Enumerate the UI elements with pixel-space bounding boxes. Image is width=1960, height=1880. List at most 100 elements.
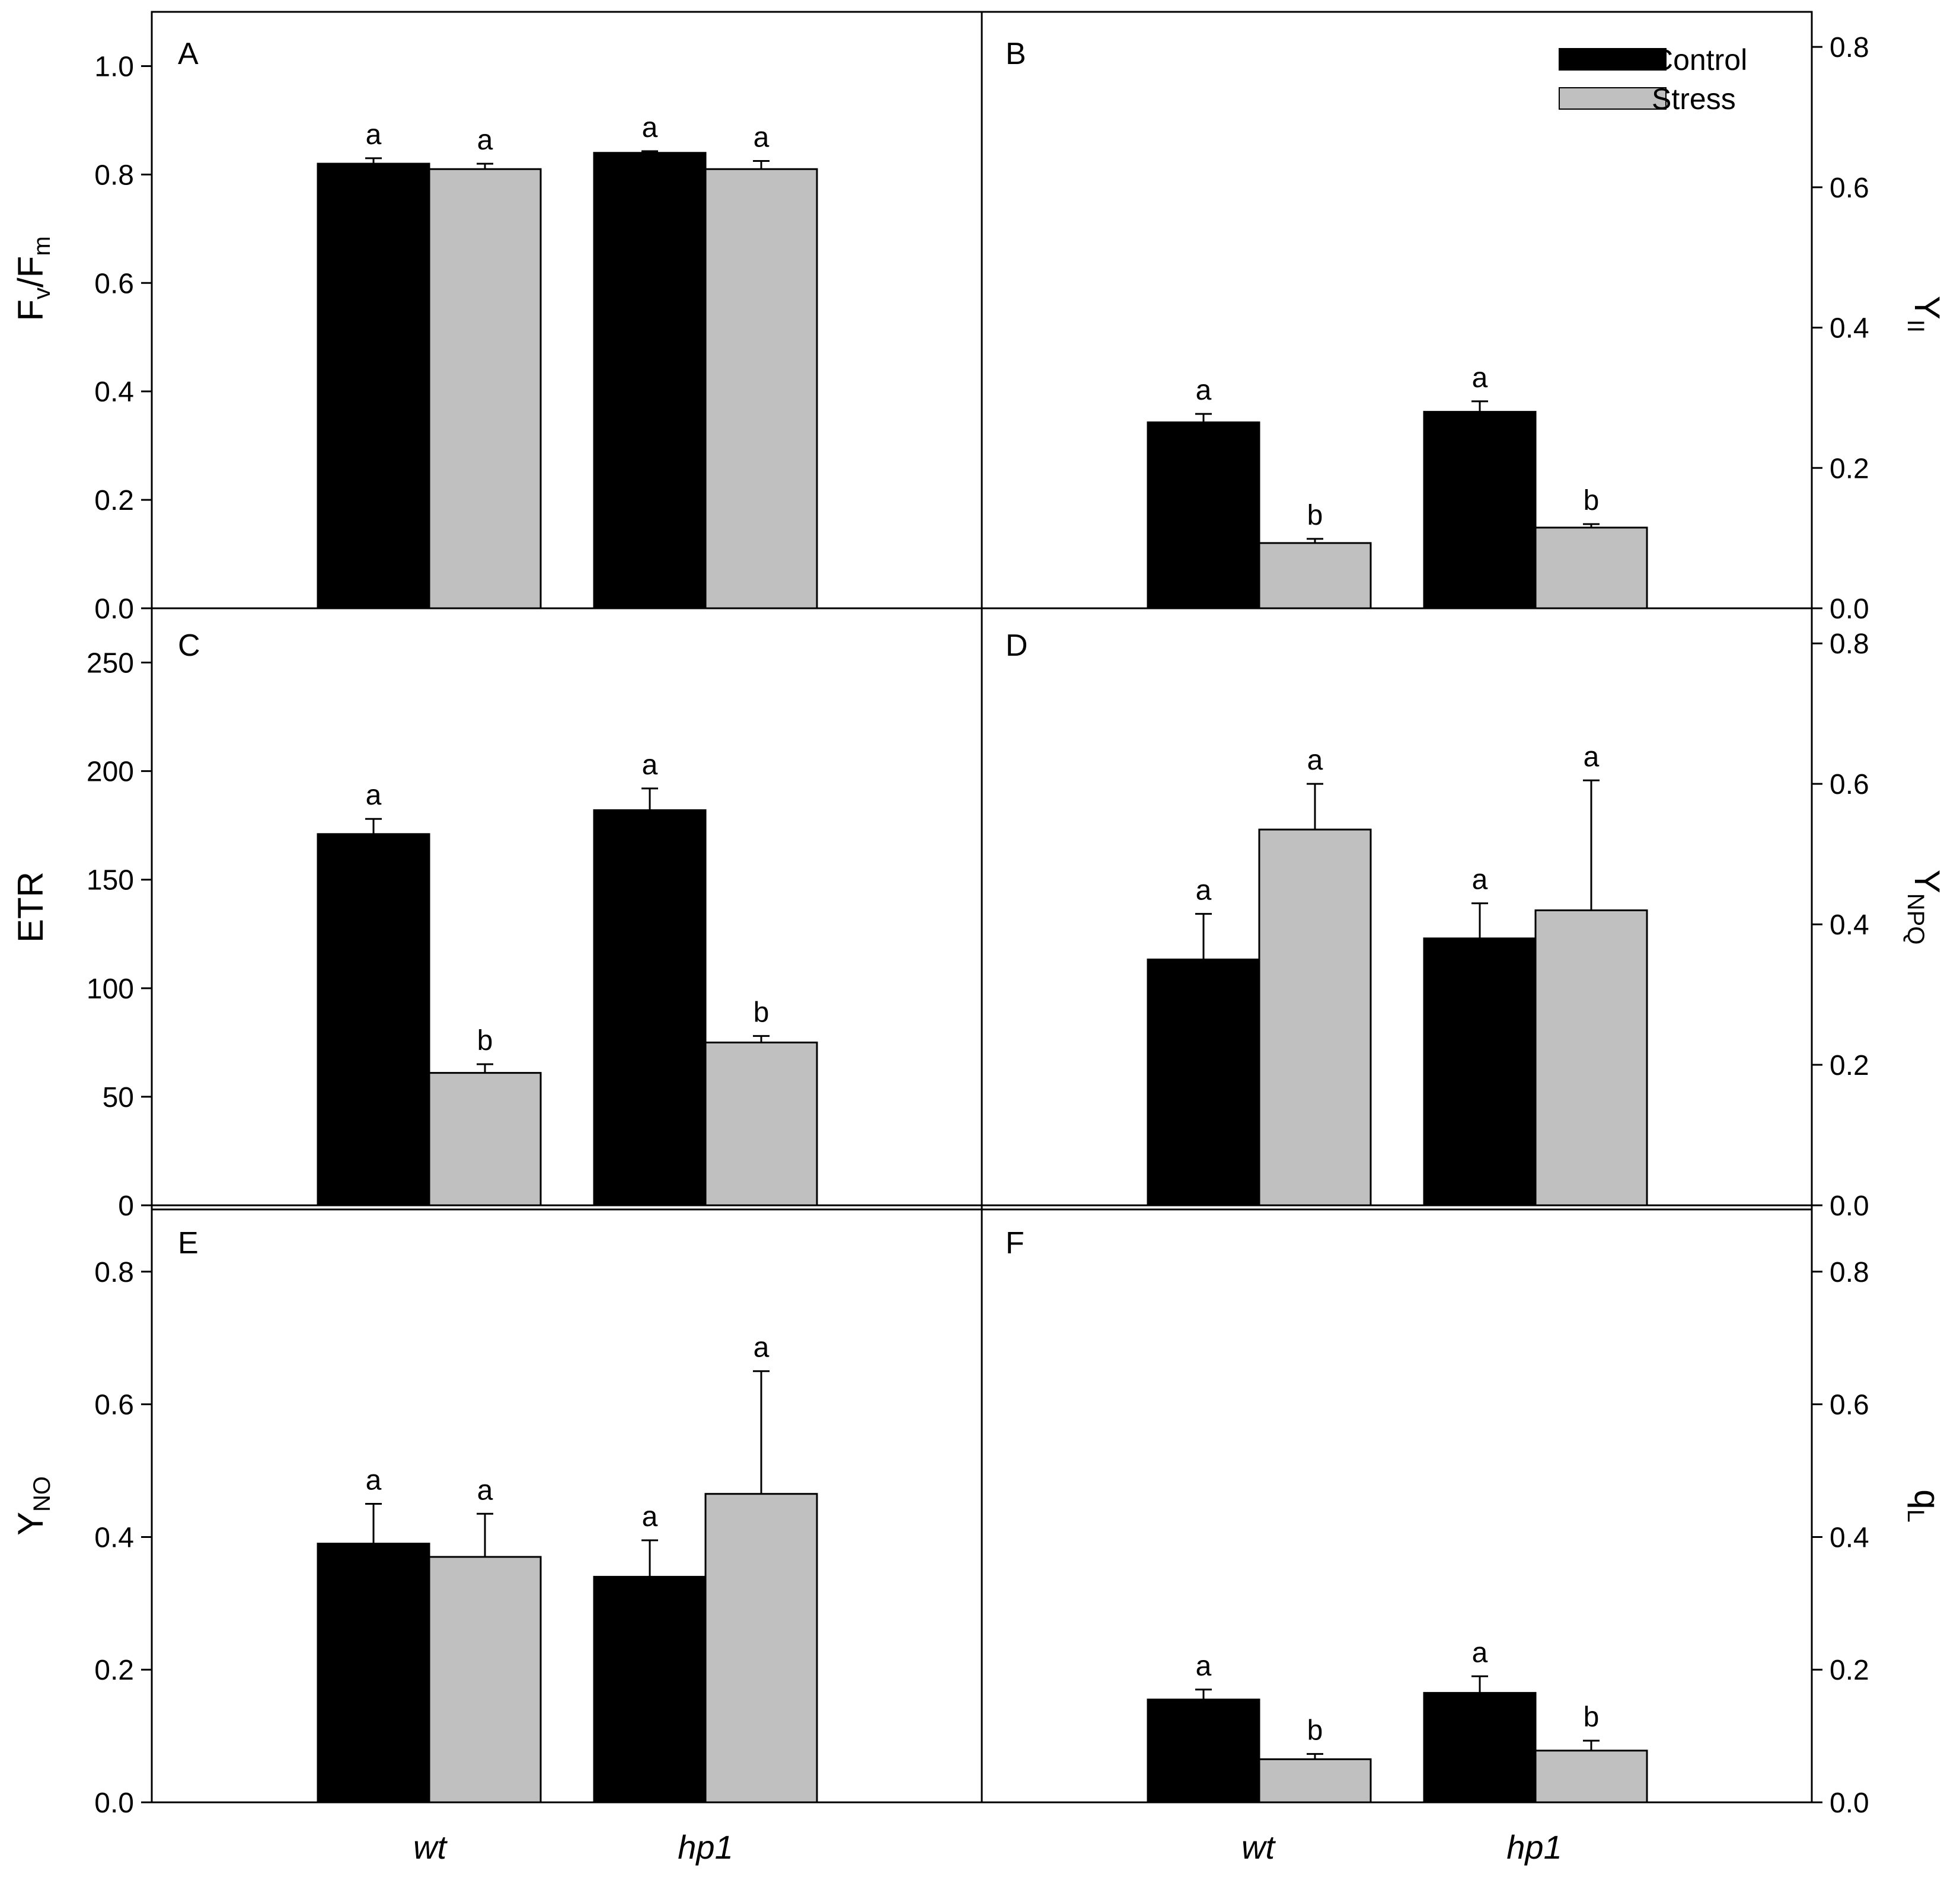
y-tick-label-a-5: 1.0	[94, 51, 134, 82]
sig-letter-a-wt-stress: a	[477, 125, 493, 156]
bar-a-wt-stress	[428, 168, 542, 609]
y-tick-label-e-0: 0.0	[94, 1788, 134, 1819]
bar-b-hp1-stress	[1534, 526, 1648, 609]
sig-letter-a-hp1-stress: a	[754, 122, 770, 154]
y-tick-label-c-0: 0	[118, 1190, 134, 1222]
y-tick-label-e-2: 0.4	[94, 1522, 134, 1553]
bar-b-wt-control	[1147, 421, 1260, 609]
panel-letter-a: A	[178, 37, 199, 71]
bar-a-hp1-stress	[704, 168, 818, 609]
y-tick-label-f-1: 0.2	[1830, 1655, 1869, 1686]
bar-e-wt-control	[317, 1543, 430, 1804]
bar-e-hp1-control	[593, 1576, 707, 1804]
bar-f-wt-control	[1147, 1699, 1260, 1804]
plot-layer: 0.0 0.2 0.4 0.6 0.8 1.0 a a a a 0.0 0.2 0.4 0.6 0.8 a b a…	[87, 32, 1869, 1819]
y-tick-label-e-3: 0.6	[94, 1390, 134, 1421]
y-axis-title-e: YNO	[11, 1476, 55, 1536]
y-tick-label-a-3: 0.6	[94, 268, 134, 299]
y-axis-title-b: YII	[1902, 296, 1947, 333]
sig-letter-c-hp1-control: a	[642, 749, 658, 781]
panel-letter-b: B	[1005, 37, 1026, 71]
sig-letter-d-wt-stress: a	[1307, 745, 1323, 776]
sig-letter-f-wt-control: a	[1196, 1651, 1212, 1682]
bar-f-wt-stress	[1258, 1758, 1372, 1804]
y-tick-label-b-2: 0.4	[1830, 313, 1869, 344]
legend-label-control: Control	[1652, 43, 1747, 76]
y-axis-title-a: Fv/Fm	[11, 236, 55, 321]
sig-letter-c-wt-stress: b	[477, 1025, 493, 1056]
bar-b-hp1-control	[1423, 411, 1537, 609]
bar-c-hp1-stress	[704, 1041, 818, 1206]
bar-d-wt-stress	[1258, 828, 1372, 1206]
y-tick-label-b-4: 0.8	[1830, 32, 1869, 63]
panel-letter-f: F	[1005, 1226, 1024, 1260]
bar-b-wt-stress	[1258, 542, 1372, 609]
y-tick-label-b-0: 0.0	[1830, 593, 1869, 625]
sig-letter-c-hp1-stress: b	[754, 997, 770, 1028]
sig-letter-f-hp1-stress: b	[1584, 1702, 1600, 1733]
sig-letter-b-wt-control: a	[1196, 375, 1212, 406]
bar-d-wt-control	[1147, 958, 1260, 1206]
x-label-right-wt: wt	[1241, 1828, 1276, 1866]
x-label-right-hp1: hp1	[1506, 1828, 1562, 1866]
sig-letter-e-wt-stress: a	[477, 1474, 493, 1506]
y-tick-label-b-1: 0.2	[1830, 453, 1869, 484]
y-tick-label-c-4: 200	[87, 757, 134, 788]
y-tick-label-c-1: 50	[103, 1082, 134, 1113]
bar-c-hp1-control	[593, 809, 707, 1206]
legend-label-stress: Stress	[1652, 82, 1736, 116]
sig-letter-f-wt-stress: b	[1307, 1715, 1323, 1746]
y-tick-label-b-3: 0.6	[1830, 173, 1869, 204]
bar-e-hp1-stress	[704, 1493, 818, 1804]
y-tick-label-e-4: 0.8	[94, 1257, 134, 1288]
sig-letter-d-wt-control: a	[1196, 874, 1212, 906]
y-tick-label-a-1: 0.2	[94, 485, 134, 516]
legend-swatch-control	[1559, 48, 1667, 71]
bar-d-hp1-control	[1423, 937, 1537, 1206]
panel-letter-d: D	[1005, 628, 1028, 663]
y-tick-label-d-0: 0.0	[1830, 1190, 1869, 1222]
y-tick-label-a-0: 0.0	[94, 593, 134, 625]
sig-letter-b-hp1-stress: b	[1584, 485, 1600, 516]
y-tick-label-d-2: 0.4	[1830, 909, 1869, 941]
bar-c-wt-control	[317, 833, 430, 1206]
y-tick-label-d-4: 0.8	[1830, 628, 1869, 660]
bar-a-hp1-control	[593, 152, 707, 609]
y-axis-title-f: qL	[1902, 1489, 1947, 1522]
sig-letter-a-wt-control: a	[366, 119, 382, 151]
bar-f-hp1-stress	[1534, 1750, 1648, 1804]
bar-e-wt-stress	[428, 1556, 542, 1804]
sig-letter-e-wt-control: a	[366, 1465, 382, 1496]
x-label-left-wt: wt	[413, 1828, 448, 1866]
y-tick-label-c-5: 250	[87, 648, 134, 679]
y-tick-label-a-2: 0.4	[94, 376, 134, 408]
sig-letter-d-hp1-control: a	[1472, 864, 1488, 896]
y-axis-title-c: ETR	[11, 872, 50, 943]
sig-letter-e-hp1-control: a	[642, 1501, 658, 1533]
y-tick-label-d-1: 0.2	[1830, 1050, 1869, 1081]
legend-swatch-stress	[1559, 87, 1667, 110]
bar-a-wt-control	[317, 162, 430, 609]
sig-letter-d-hp1-stress: a	[1584, 741, 1600, 773]
y-axis-title-d: YNPQ	[1902, 870, 1947, 945]
y-tick-label-f-0: 0.0	[1830, 1788, 1869, 1819]
sig-letter-c-wt-control: a	[366, 780, 382, 811]
bar-c-wt-stress	[428, 1072, 542, 1206]
panel-letter-c: C	[178, 628, 200, 663]
sig-letter-b-hp1-control: a	[1472, 362, 1488, 394]
y-tick-label-f-3: 0.6	[1830, 1390, 1869, 1421]
panel-letter-e: E	[178, 1226, 199, 1260]
y-tick-label-f-4: 0.8	[1830, 1257, 1869, 1288]
y-tick-label-e-1: 0.2	[94, 1655, 134, 1686]
sig-letter-b-wt-stress: b	[1307, 500, 1323, 531]
legend: Control Stress	[1559, 43, 1747, 116]
sig-letter-f-hp1-control: a	[1472, 1637, 1488, 1668]
bar-f-hp1-control	[1423, 1691, 1537, 1804]
sig-letter-a-hp1-control: a	[642, 112, 658, 143]
bar-d-hp1-stress	[1534, 909, 1648, 1206]
y-tick-label-c-3: 150	[87, 865, 134, 896]
sig-letter-e-hp1-stress: a	[754, 1332, 770, 1364]
y-tick-label-d-3: 0.6	[1830, 769, 1869, 800]
x-label-left-hp1: hp1	[678, 1828, 733, 1866]
